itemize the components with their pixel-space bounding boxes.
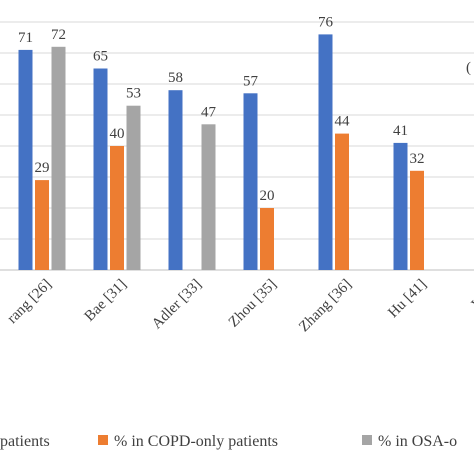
x-tick-label: Zhou [35] xyxy=(226,277,280,331)
bar-2-5 xyxy=(335,133,349,270)
legend-swatch xyxy=(98,435,108,445)
bar-1-6 xyxy=(393,142,408,270)
data-label: 53 xyxy=(126,86,141,102)
legend: patients % in COPD-only patients % in OSA-… xyxy=(0,433,457,450)
bar-1-1 xyxy=(18,49,33,271)
clipped-legend-glyph: ( xyxy=(466,60,471,76)
data-label: 20 xyxy=(260,188,275,204)
data-label: 32 xyxy=(410,151,425,167)
x-tick-label: Adler [33] xyxy=(149,277,205,333)
bar-1-5 xyxy=(318,34,333,271)
bar-2-6 xyxy=(410,170,424,270)
data-label: 47 xyxy=(201,104,217,120)
x-tick-label: Hu [41] xyxy=(385,277,430,322)
bar-3-2 xyxy=(126,105,141,270)
data-label: 29 xyxy=(35,160,50,176)
data-label: 76 xyxy=(318,14,334,30)
x-tick-label: Bae [31] xyxy=(82,277,130,325)
bar-1-4 xyxy=(243,93,258,270)
bars xyxy=(18,34,424,271)
x-tick-label: rang [26] xyxy=(4,277,54,327)
data-label: 65 xyxy=(93,49,108,65)
bar-2-1 xyxy=(35,180,49,270)
bar-1-2 xyxy=(93,68,108,270)
data-label: 44 xyxy=(335,114,351,130)
bar-3-3 xyxy=(201,124,216,270)
data-label: 57 xyxy=(243,73,259,89)
bar-2-2 xyxy=(110,146,124,270)
legend-swatch xyxy=(362,435,372,445)
x-tick-label: Zhang [36] xyxy=(296,277,355,336)
legend-label: patients xyxy=(0,433,50,450)
bar-1-3 xyxy=(168,90,183,270)
data-label: 72 xyxy=(51,27,66,43)
legend-label: % in OSA-o xyxy=(378,433,457,450)
x-tick-label: Wang xyxy=(469,276,474,312)
legend-label: % in COPD-only patients xyxy=(114,433,278,450)
data-label: 40 xyxy=(110,126,125,142)
x-tick-labels: rang [26] Bae [31] Adler [33] Zhou [35] Zhan… xyxy=(4,276,474,335)
data-label: 71 xyxy=(18,30,33,46)
data-label: 41 xyxy=(393,123,408,139)
bar-3-1 xyxy=(51,46,66,270)
bar-2-4 xyxy=(260,208,274,270)
gridlines xyxy=(0,21,474,271)
data-label: 58 xyxy=(168,70,183,86)
